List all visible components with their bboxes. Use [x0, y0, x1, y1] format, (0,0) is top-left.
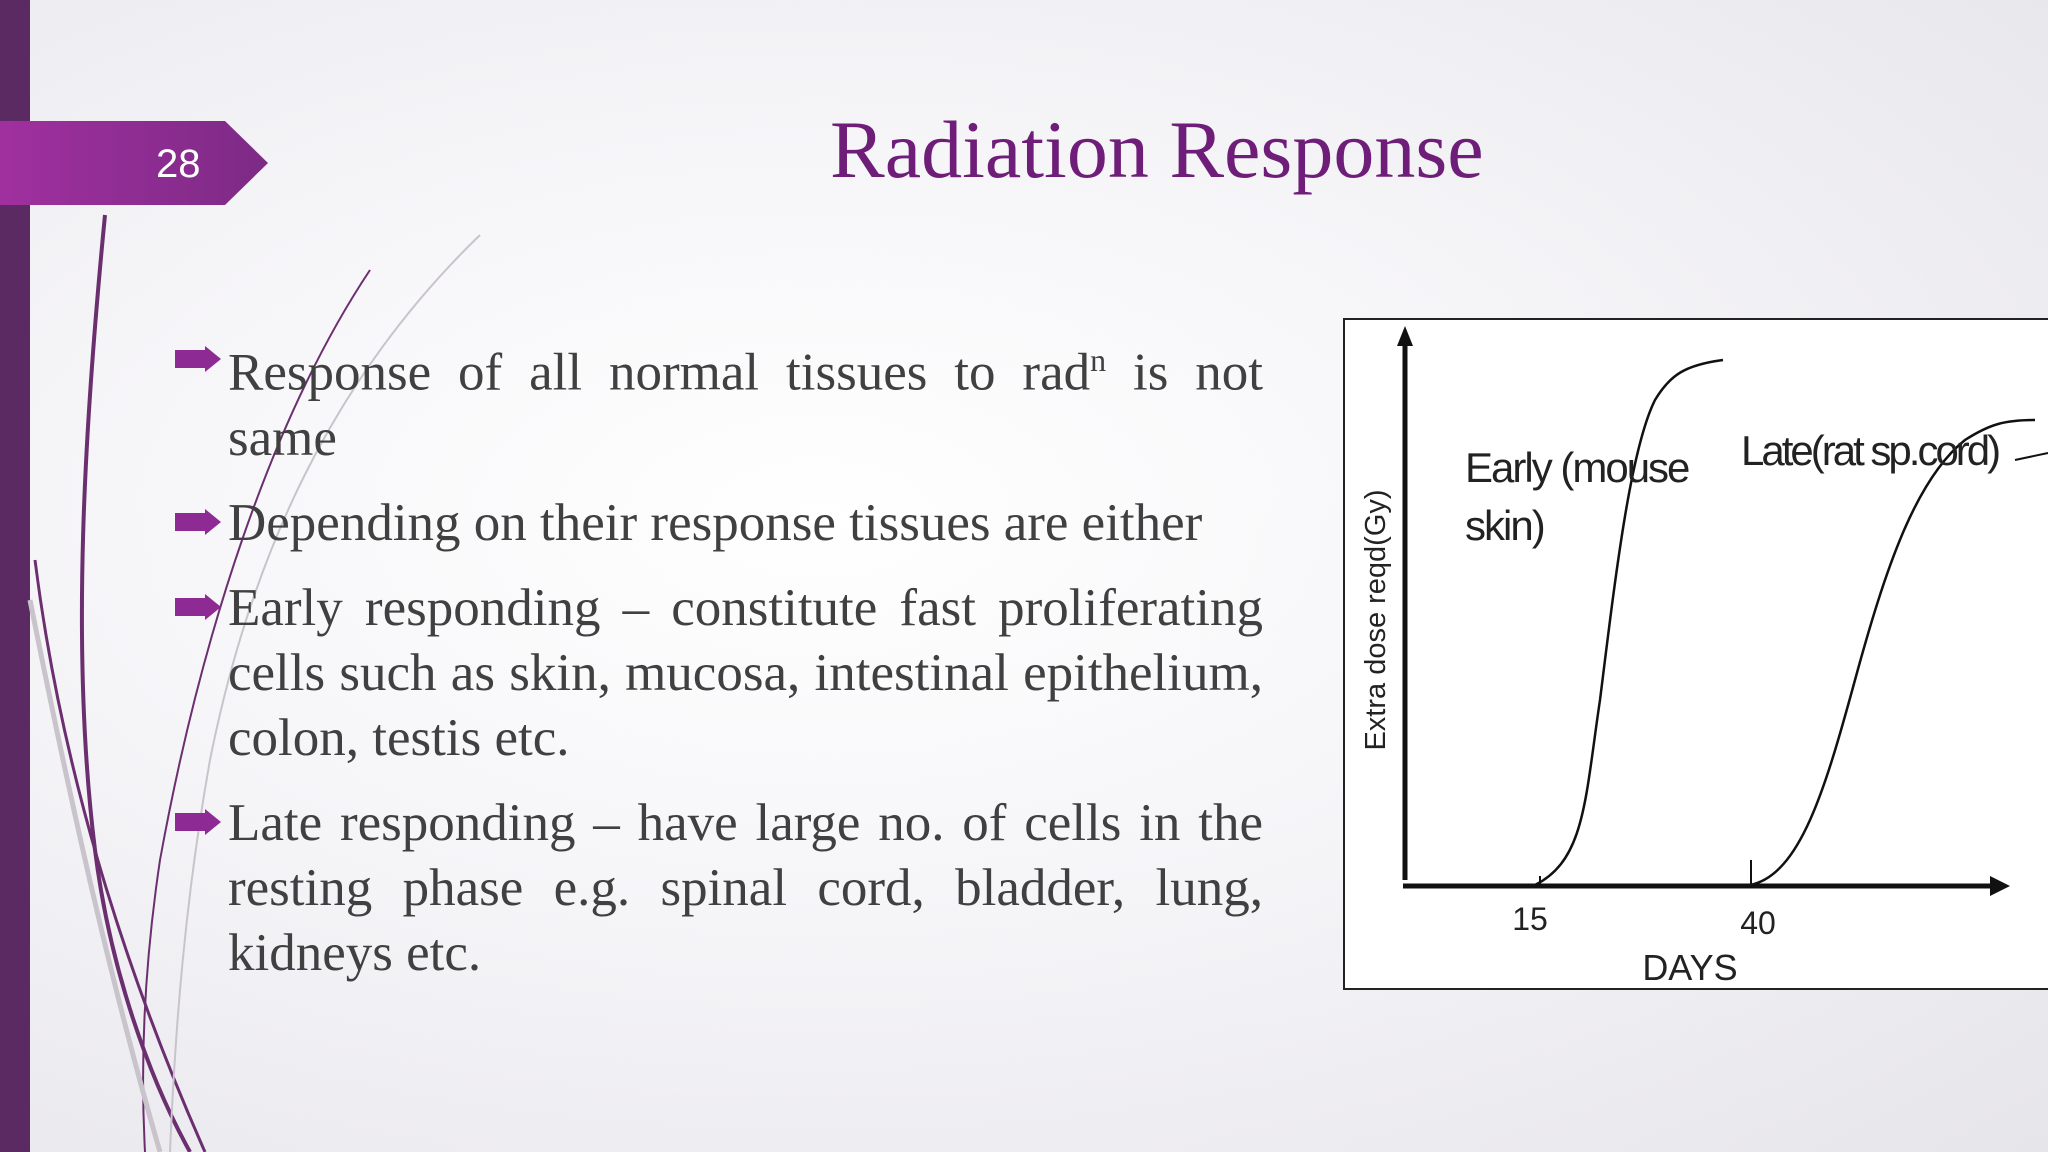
bullet-item: Response of all normal tissues to radn i… [175, 328, 1263, 471]
radiation-response-figure: Extra dose reqd(Gy) DAYS 15 40 Early (mo… [1343, 318, 2048, 990]
bullet-item: Late responding – have large no. of cell… [175, 791, 1263, 986]
late-curve-label: Late(rat sp.cord) [1741, 427, 1999, 474]
late-label-leader [2014, 452, 2048, 461]
slide-title: Radiation Response [830, 104, 1484, 195]
arrow-bullet-icon [175, 808, 221, 835]
early-curve [1534, 358, 1724, 887]
y-axis-label: Extra dose reqd(Gy) [1360, 489, 1392, 750]
x-axis-arrow-icon [1990, 876, 2010, 896]
early-curve-label-line2: skin) [1465, 502, 1544, 549]
bullet-list: Response of all normal tissues to radn i… [175, 328, 1263, 1006]
tick-label-40: 40 [1740, 905, 1776, 941]
bullet-text-sup: n [1090, 342, 1107, 378]
late-curve [1749, 418, 2036, 887]
arrow-bullet-icon [175, 593, 221, 620]
bullet-text: Late responding – have large no. of cell… [228, 793, 1263, 982]
arrow-bullet-icon [175, 346, 221, 372]
bullet-item: Early responding – constitute fast proli… [175, 576, 1263, 771]
arrow-bullet-icon [175, 508, 221, 535]
x-axis-label: DAYS [1642, 947, 1737, 988]
slide-number-badge [0, 121, 268, 205]
bullet-text: Response of all normal tissues to radn i… [228, 328, 1263, 471]
y-axis-arrow-icon [1397, 326, 1413, 346]
slide-number: 28 [156, 142, 201, 186]
bullet-item: Depending on their response tissues are … [175, 491, 1263, 556]
tick-label-15: 15 [1512, 901, 1548, 937]
bullet-text-pre: Response of all normal tissues to rad [228, 343, 1091, 402]
bullet-text-post: is not same [228, 343, 1264, 467]
early-curve-label: Early (mouse [1465, 444, 1689, 491]
bullet-text: Early responding – constitute fast proli… [228, 578, 1263, 767]
bullet-text: Depending on their response tissues are … [228, 493, 1203, 552]
